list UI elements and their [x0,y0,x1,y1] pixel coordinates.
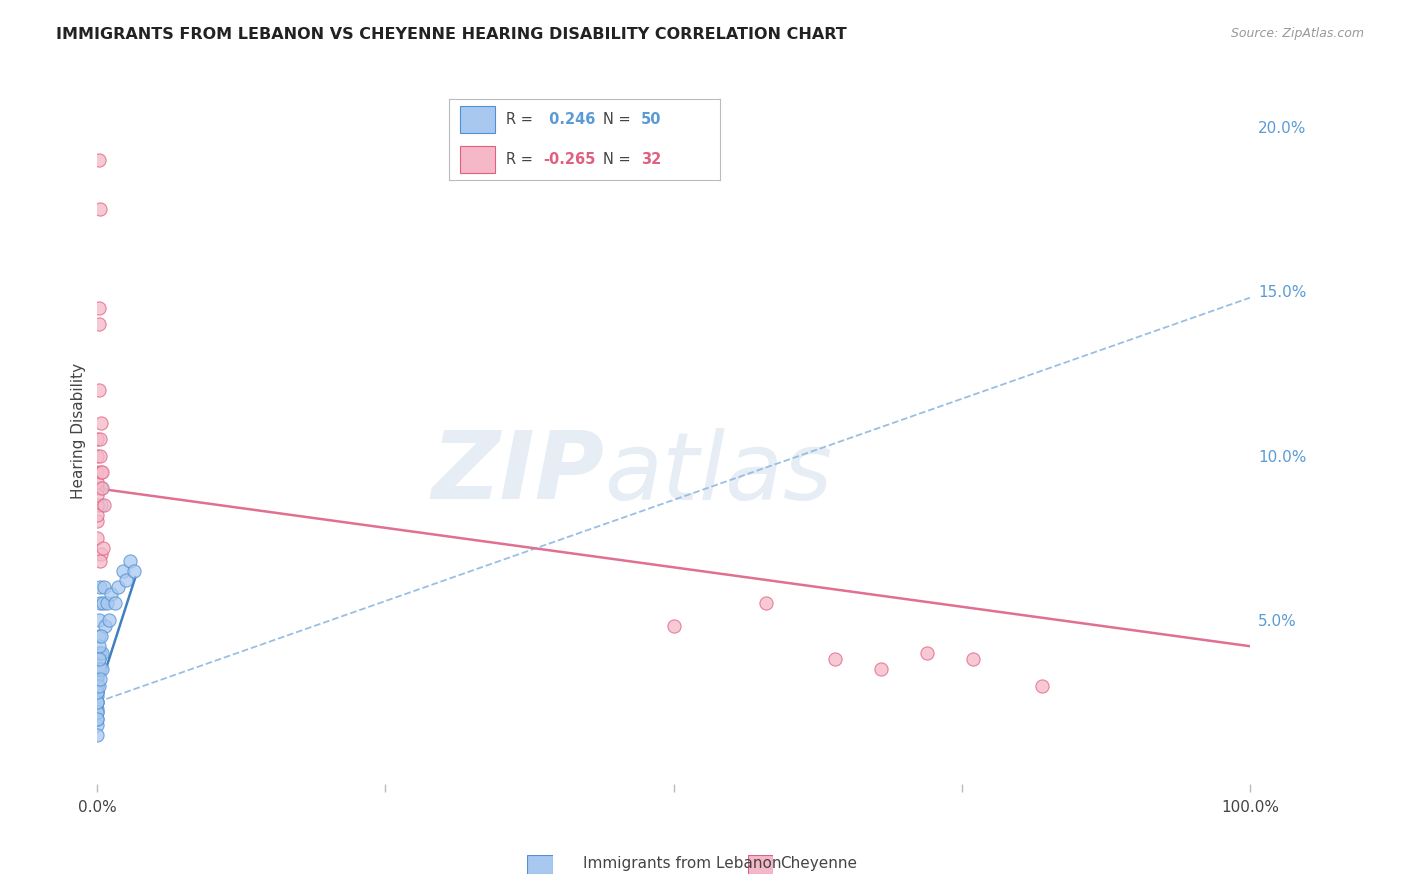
Point [90,498,112,512]
Point [115,574,138,588]
Point [87,652,110,666]
Point [89,449,111,463]
Point [90,416,112,430]
Point [86,712,108,726]
Point [89,597,111,611]
Point [87,652,110,666]
Point [91,597,114,611]
Point [86,685,108,699]
Point [87,317,110,331]
Point [86,728,108,742]
Point [90,465,112,479]
Text: atlas: atlas [605,428,832,519]
Point [87,679,110,693]
Point [111,564,134,578]
Point [86,482,108,496]
Point [824,652,846,666]
Point [87,639,110,653]
Point [107,580,129,594]
Point [86,705,108,719]
Point [870,662,893,676]
Point [86,701,108,715]
Point [89,580,111,594]
Point [104,597,127,611]
Point [89,554,111,568]
Point [93,498,115,512]
Point [86,705,108,719]
Point [122,564,145,578]
Point [86,695,108,709]
Point [86,695,108,709]
Point [86,432,108,446]
Point [87,383,110,397]
Text: Immigrants from Lebanon: Immigrants from Lebanon [583,856,782,871]
Point [86,679,108,693]
Point [1031,679,1053,693]
Point [86,449,108,463]
Point [86,662,108,676]
Text: IMMIGRANTS FROM LEBANON VS CHEYENNE HEARING DISABILITY CORRELATION CHART: IMMIGRANTS FROM LEBANON VS CHEYENNE HEAR… [56,27,846,42]
Point [93,580,115,594]
Point [96,597,118,611]
Point [86,685,108,699]
Point [87,301,110,315]
Point [100,586,122,600]
Point [86,718,108,732]
Y-axis label: Hearing Disability: Hearing Disability [72,363,86,499]
Point [90,629,112,643]
Point [86,488,108,502]
Point [755,597,778,611]
Point [86,475,108,489]
Point [86,685,108,699]
Point [89,672,111,686]
Text: Cheyenne: Cheyenne [780,856,858,871]
Point [962,652,984,666]
Point [89,662,111,676]
Point [89,432,111,446]
Point [118,554,141,568]
Point [94,619,117,633]
Point [86,498,108,512]
Point [87,613,110,627]
Point [90,482,112,496]
Point [91,646,114,660]
Point [87,646,110,660]
Point [87,629,110,643]
Point [97,613,120,627]
Point [87,153,110,167]
Point [86,712,108,726]
Point [91,662,114,676]
Point [86,695,108,709]
Point [91,482,114,496]
Point [91,465,114,479]
Text: ZIP: ZIP [432,427,605,519]
Point [90,547,112,561]
Point [89,646,111,660]
Point [86,669,108,683]
Point [86,508,108,522]
Point [86,531,108,545]
Point [86,514,108,528]
Point [86,672,108,686]
Point [86,679,108,693]
Point [91,541,114,555]
Point [86,689,108,703]
Text: Source: ZipAtlas.com: Source: ZipAtlas.com [1230,27,1364,40]
Point [86,465,108,479]
Point [87,662,110,676]
Point [89,202,111,216]
Point [915,646,938,660]
Point [662,619,685,633]
Point [86,679,108,693]
